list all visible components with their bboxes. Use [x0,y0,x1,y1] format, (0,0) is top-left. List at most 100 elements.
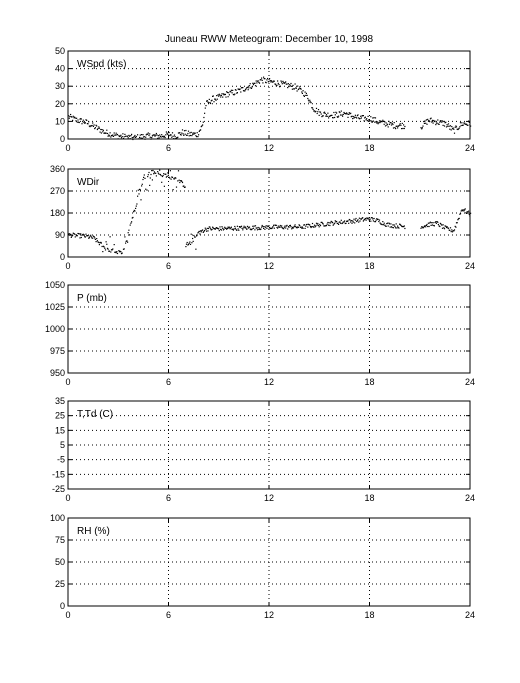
data-point [171,176,174,178]
data-point [356,220,358,222]
data-point [423,122,425,124]
data-point [181,129,184,131]
data-point [238,229,240,231]
data-point [439,120,441,122]
data-point [103,132,105,134]
data-point [108,250,110,252]
data-point [244,89,247,91]
data-point [429,118,431,120]
data-point [344,113,346,115]
data-point [146,133,148,135]
data-point [353,117,355,119]
data-point [241,87,243,89]
data-point [90,236,92,238]
data-point [96,240,98,242]
data-point [297,226,299,228]
data-point [298,224,300,226]
data-point [400,224,402,226]
data-point [390,226,393,228]
data-point [214,228,216,230]
data-point [268,80,270,83]
data-point [302,227,304,229]
data-point [385,225,387,227]
data-point [468,120,470,122]
data-point [382,221,384,223]
data-point [256,82,258,84]
data-point [278,84,280,86]
x-tick-label: 12 [264,493,274,503]
y-tick-label: 100 [50,513,65,523]
data-point [380,223,383,225]
data-point [252,84,255,86]
data-point [104,132,106,134]
data-point [349,219,351,221]
data-point [357,219,359,221]
data-point [74,117,76,119]
data-point [88,121,90,123]
data-point [333,111,335,114]
data-point [96,238,98,240]
data-point [230,91,232,93]
x-tick-label: 12 [264,261,274,271]
data-point [429,221,431,223]
data-point [459,213,461,215]
data-point [447,227,450,229]
data-point [72,232,74,234]
x-tick-label: 18 [364,610,374,620]
data-point [159,134,161,136]
data-point [140,137,142,139]
data-point [256,80,259,82]
data-point [332,224,334,226]
data-point [196,136,198,138]
data-point [195,135,197,137]
data-point [394,225,396,227]
data-point [168,176,170,178]
data-point [372,120,374,122]
data-point [75,234,77,236]
data-point [459,122,462,124]
data-point [150,138,152,140]
data-point [233,94,235,96]
data-point [357,114,359,116]
figure-title: Juneau RWW Meteogram: December 10, 1998 [165,34,374,45]
data-point [222,96,224,98]
data-point [246,87,248,89]
data-point [380,223,382,225]
data-point [435,122,437,124]
data-point [210,229,212,231]
data-point [318,114,320,116]
data-point [371,121,373,123]
y-tick-label: 75 [55,535,65,545]
data-point [135,136,137,138]
data-point [447,123,450,125]
data-point [98,126,100,128]
data-point [374,221,377,223]
data-point [216,227,218,229]
data-point [329,224,331,227]
data-point [263,226,265,228]
data-point [466,212,468,214]
data-point [69,115,71,118]
data-point [127,232,129,234]
data-point [118,135,120,137]
x-tick-label: 18 [364,261,374,271]
data-point [208,98,210,100]
data-point [213,101,215,103]
data-point [108,135,111,137]
data-point [68,115,70,117]
data-point [451,229,453,231]
data-point [226,91,228,94]
y-tick-label: 25 [55,411,65,421]
data-point [379,222,381,224]
data-point [431,121,433,123]
data-point [222,93,224,95]
data-point [317,109,320,111]
data-point [466,124,468,126]
data-point [165,131,167,133]
data-point [375,219,377,221]
data-point [190,233,192,235]
data-point [240,225,243,227]
data-point [346,220,348,222]
data-point [451,126,453,128]
data-point [78,121,80,124]
